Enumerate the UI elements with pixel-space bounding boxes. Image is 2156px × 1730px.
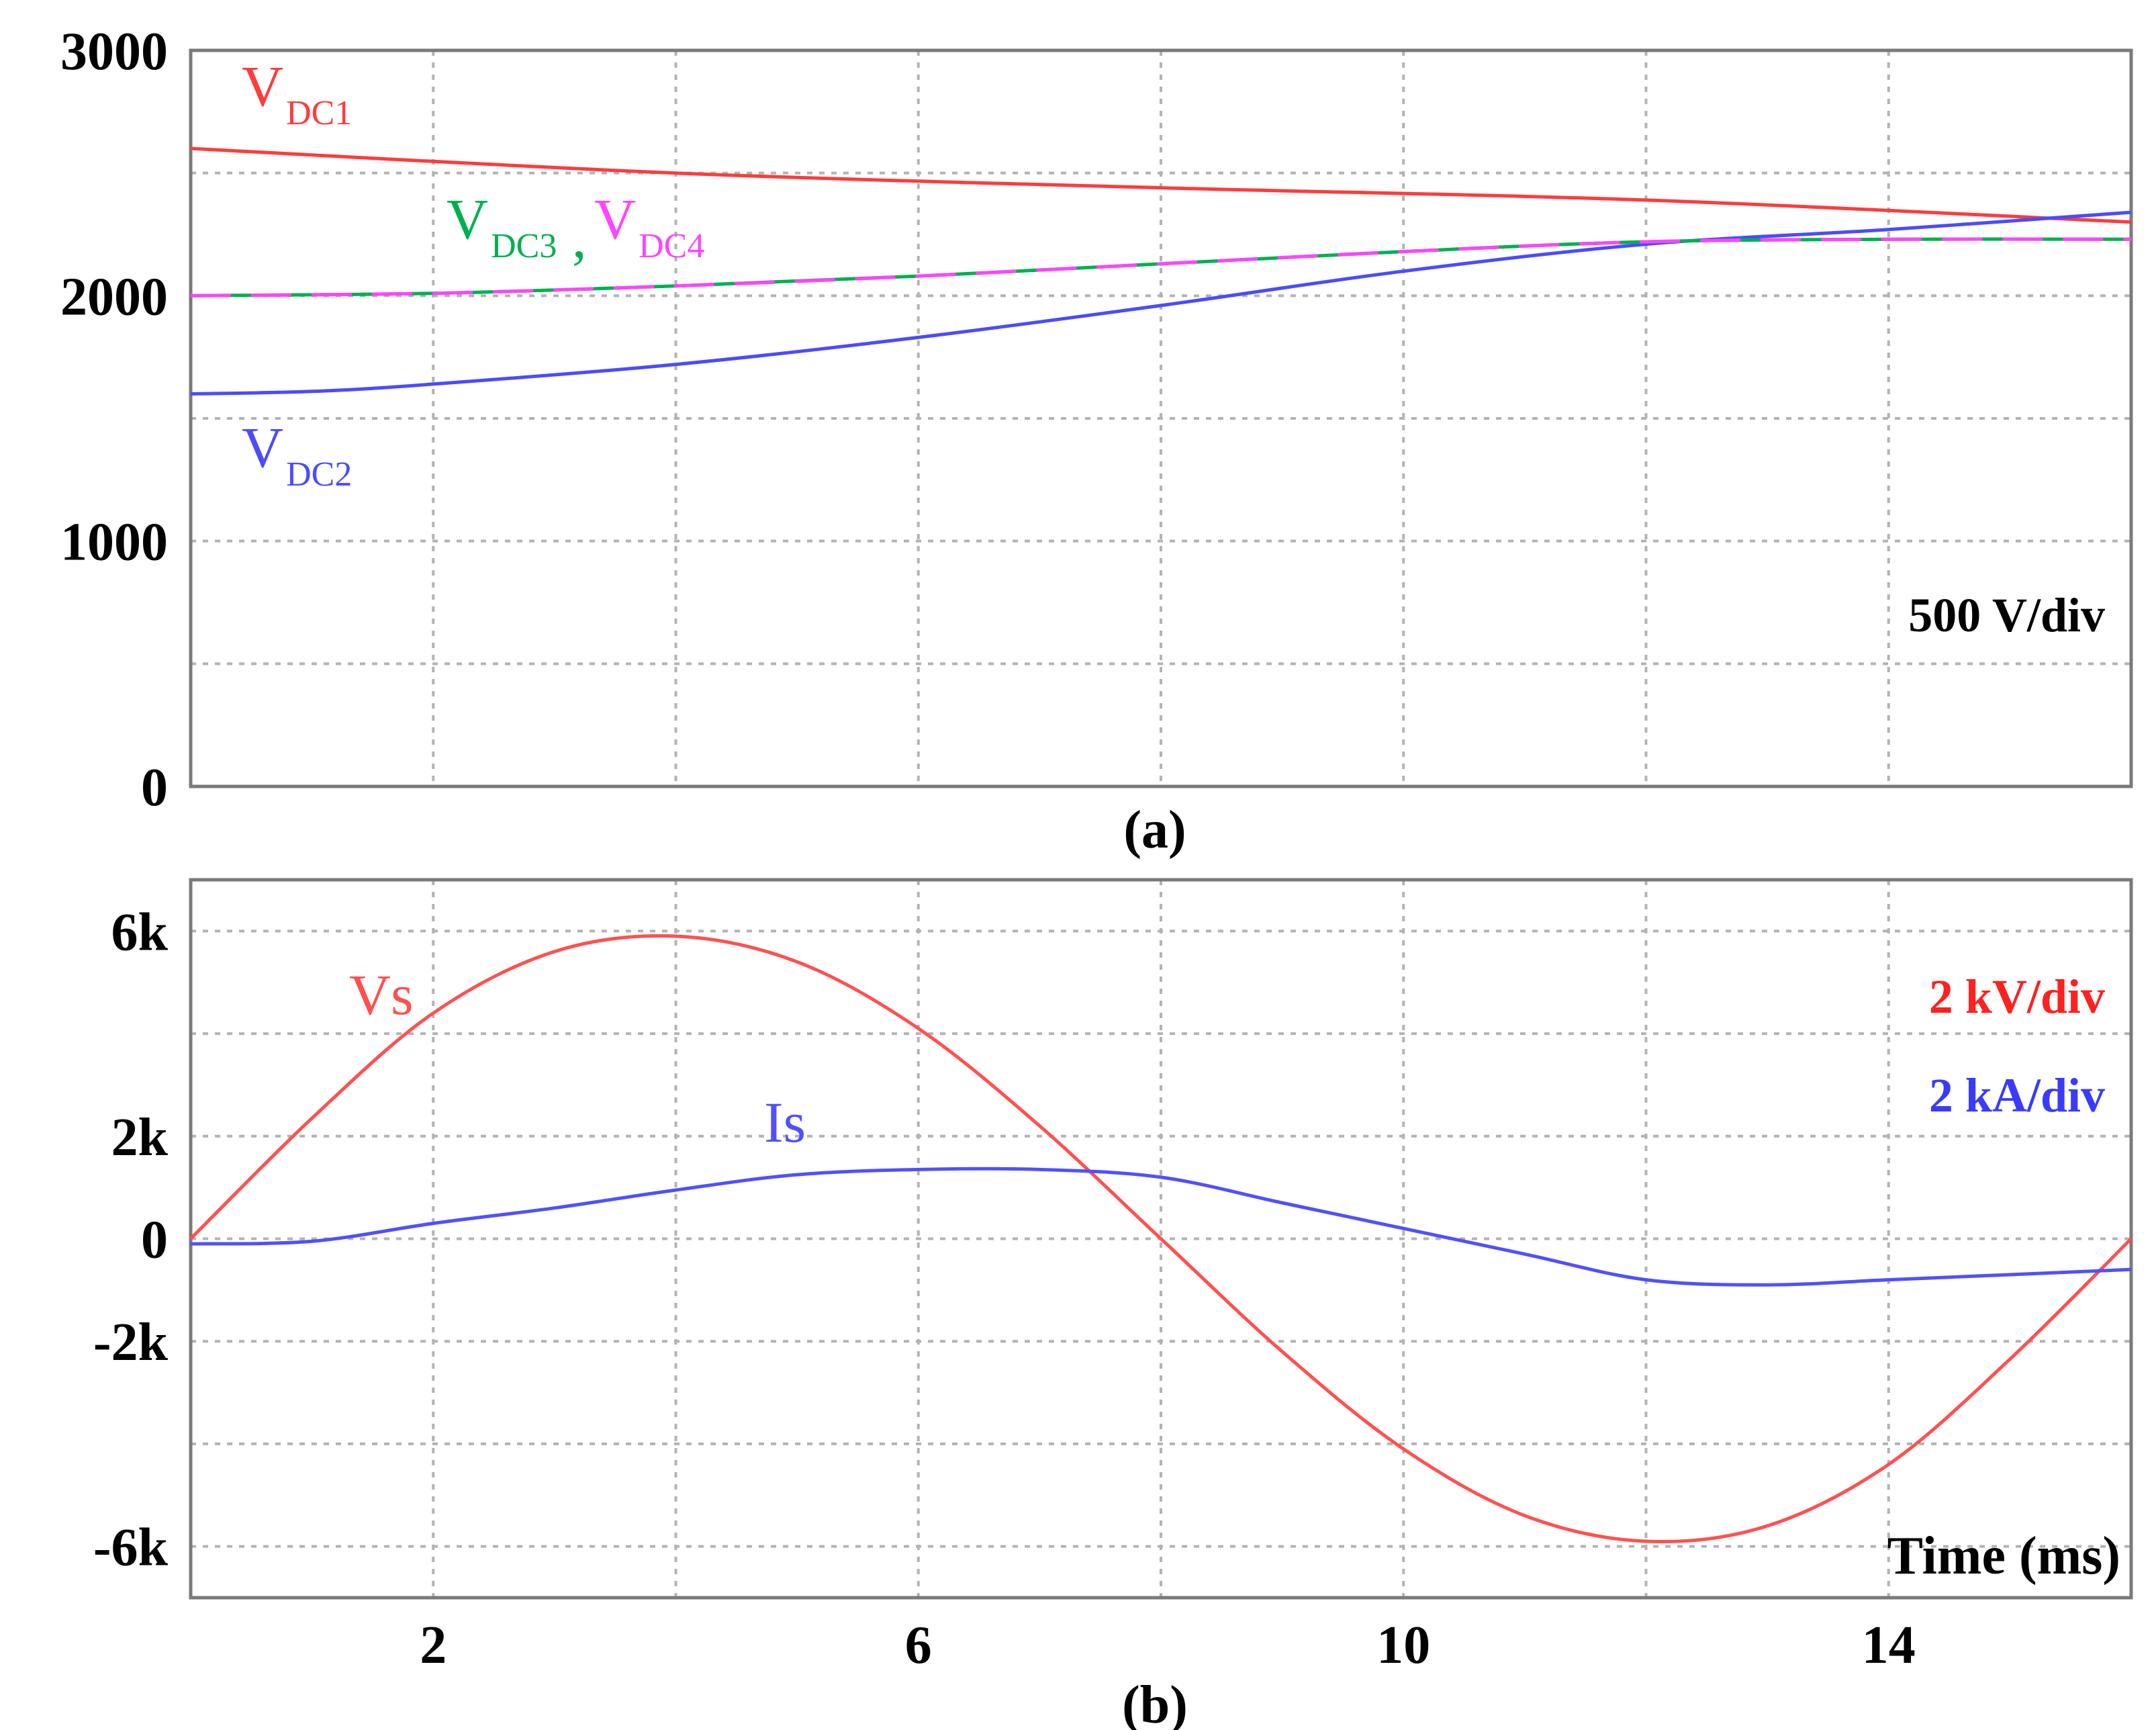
panel-a-scale-note: 500 V/div [1908, 588, 2105, 642]
panel-a: 0 1000 2000 3000 VDC1 VDC2 VDC3 , VDC4 500 … [60, 22, 2133, 860]
label-comma: , [572, 206, 587, 270]
panel-a-y-tick-label: 3000 [60, 22, 168, 81]
panel-b-y-tick-label: -6k [93, 1518, 169, 1578]
panel-a-grid [191, 50, 2131, 786]
panel-b: 6k 2k 0 -2k -6k 2 6 10 14 Vs Is 2 kV/div 2 kA/d… [93, 878, 2133, 1730]
panel-b-y-ticks: 6k 2k 0 -2k -6k [93, 903, 169, 1577]
x-tick-label: 2 [420, 1616, 447, 1675]
panel-b-y-tick-label: -2k [93, 1313, 169, 1372]
trace-is [190, 1167, 2132, 1287]
panel-b-scale-voltage: 2 kV/div [1929, 970, 2105, 1023]
panel-a-y-tick-label: 0 [141, 758, 168, 817]
trace-vdc2 [190, 210, 2132, 396]
label-vdc2: VDC2 [242, 415, 352, 494]
panel-b-x-ticks: 2 6 10 14 [420, 1616, 1916, 1675]
x-tick-label: 14 [1862, 1616, 1916, 1675]
panel-b-caption: (b) [1122, 1676, 1188, 1730]
panel-b-traces [189, 934, 2132, 1544]
panel-a-y-ticks: 0 1000 2000 3000 [60, 22, 168, 817]
panel-a-y-tick-label: 1000 [60, 513, 168, 572]
trace-vs [189, 934, 2132, 1544]
x-tick-label: 6 [905, 1616, 932, 1675]
panel-b-y-tick-label: 0 [141, 1211, 168, 1270]
label-vdc4: VDC4 [594, 187, 704, 265]
panel-b-y-tick-label: 6k [111, 903, 169, 962]
panel-a-caption: (a) [1123, 801, 1186, 860]
label-is: Is [764, 1090, 806, 1154]
panel-a-frame [189, 48, 2133, 788]
label-vdc3: VDC3 [447, 187, 557, 265]
trace-vdc1 [190, 146, 2132, 224]
panel-b-scale-current: 2 kA/div [1929, 1068, 2105, 1122]
label-vdc1: VDC1 [242, 54, 352, 132]
trace-vdc4 [190, 237, 2132, 298]
x-tick-label: 10 [1376, 1616, 1430, 1675]
panel-b-y-tick-label: 2k [111, 1108, 169, 1167]
panel-a-traces [190, 146, 2132, 396]
x-axis-label: Time (ms) [1887, 1527, 2120, 1586]
label-vs: Vs [349, 962, 414, 1027]
panel-a-y-tick-label: 2000 [60, 267, 168, 326]
